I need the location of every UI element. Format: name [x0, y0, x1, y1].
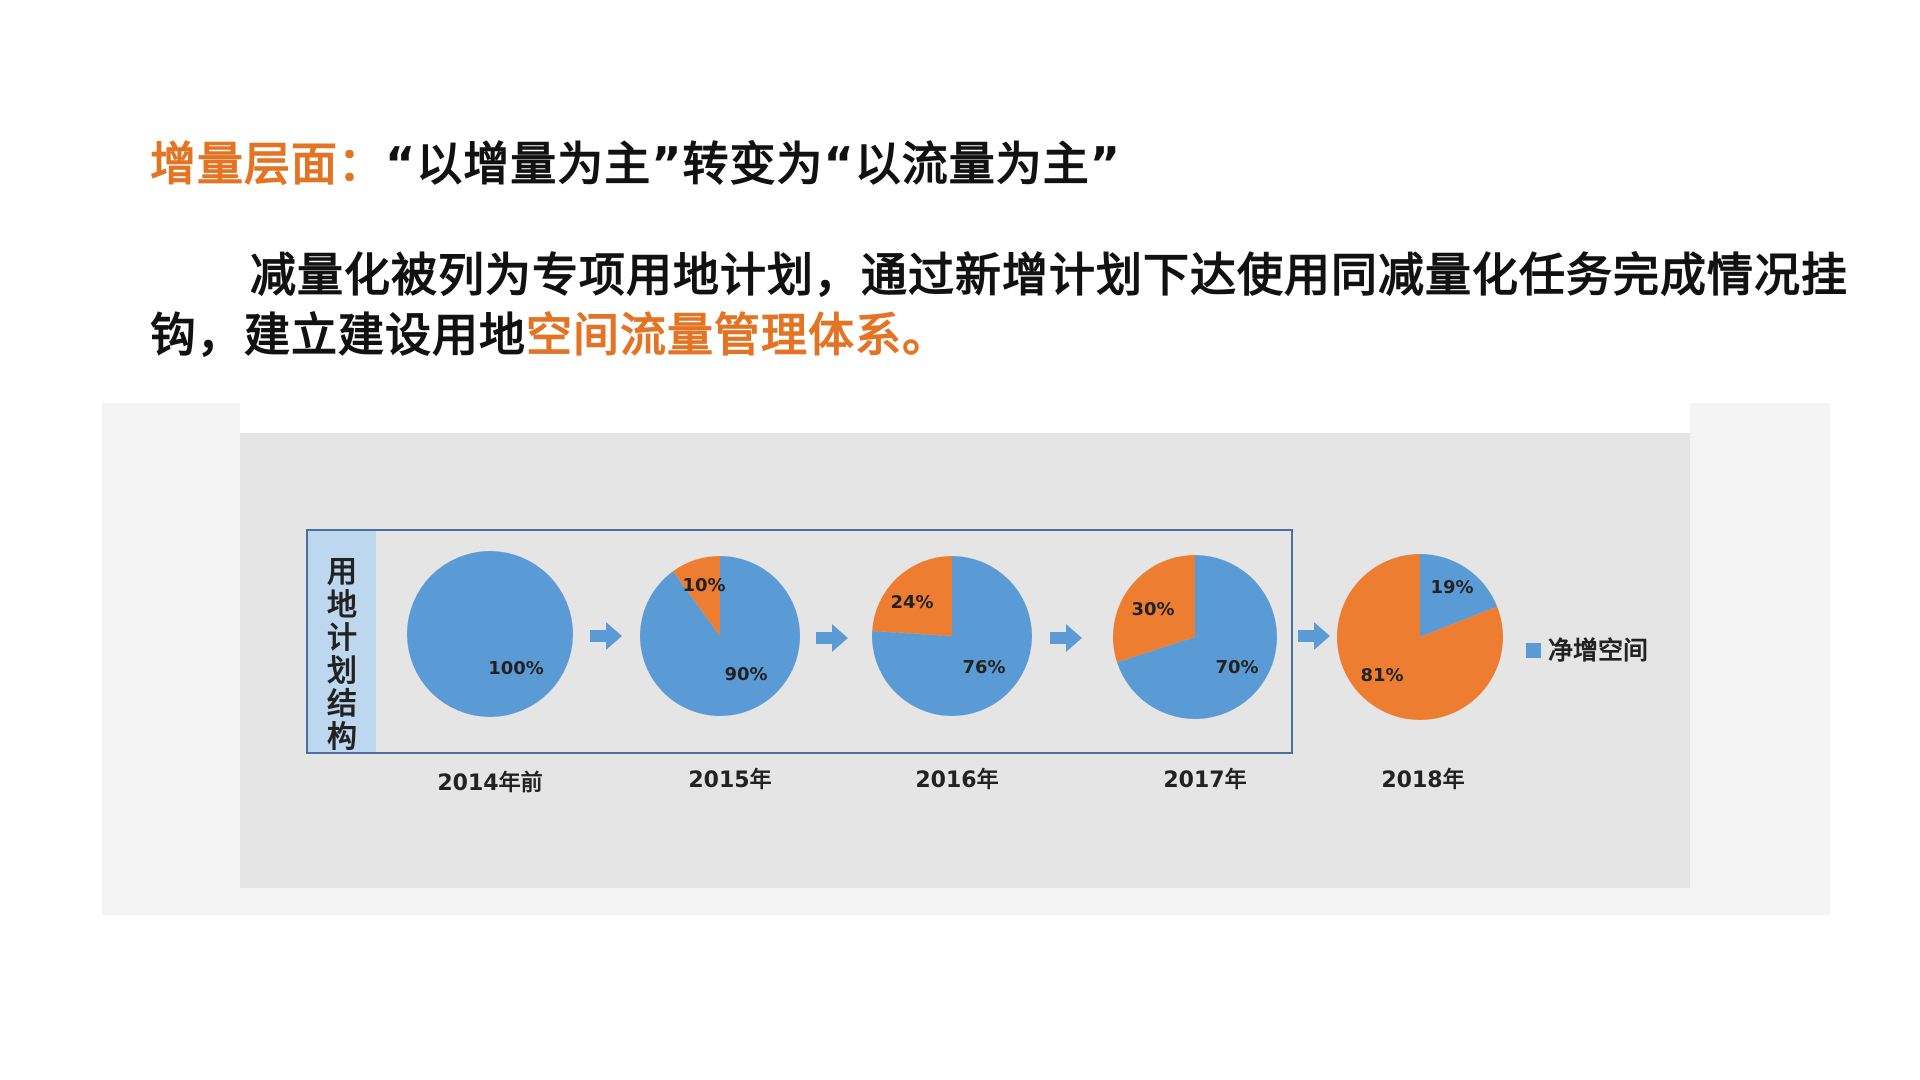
pie-label-blue: 19% — [1430, 577, 1473, 598]
year-label: 2015年 — [688, 767, 771, 793]
legend-swatch — [1526, 643, 1541, 658]
year-label: 2017年 — [1163, 767, 1246, 793]
chart-frame — [306, 529, 1293, 754]
pie-1: 100% — [407, 551, 573, 717]
pie-label-orange: 30% — [1131, 599, 1174, 620]
side-label-char: 划 — [327, 654, 357, 689]
arrow-right-icon — [1298, 622, 1330, 650]
legend-label: 净增空间 — [1548, 636, 1648, 665]
paragraph-highlight: 空间流量管理体系。 — [526, 308, 949, 362]
side-label-char: 地 — [327, 588, 357, 623]
pie-slice — [1337, 554, 1503, 720]
arrow-right-icon — [590, 622, 622, 650]
year-label: 2018年 — [1381, 767, 1464, 793]
headline: 增量层面：“以增量为主”转变为“以流量为主” — [150, 128, 1121, 194]
year-label: 2016年 — [915, 767, 998, 793]
figure-top-strip — [240, 403, 1690, 433]
pie-4: 70% 30% — [1113, 555, 1277, 719]
side-label-char: 构 — [327, 720, 357, 755]
side-label-bar — [308, 531, 376, 752]
pie-slice — [640, 556, 801, 716]
year-label: 2014年前 — [437, 770, 542, 796]
pie-slice — [407, 551, 573, 717]
pie-label-blue: 100% — [488, 658, 544, 679]
paragraph-text: 减量化被列为专项用地计划，通过新增计划下达使用同减量化任务完成情况挂钩，建立建设… — [150, 248, 1848, 362]
pie-label-blue: 76% — [962, 657, 1005, 678]
pie-5: 19% 81% — [1337, 554, 1503, 720]
headline-label: 增量层面： — [150, 137, 385, 191]
arrow-right-icon — [1050, 624, 1082, 652]
pie-slice — [1420, 554, 1498, 637]
pie-label-blue: 90% — [724, 664, 767, 685]
side-label-char: 用 — [327, 555, 357, 590]
pie-2: 90% 10% — [640, 556, 801, 716]
pie-slice — [672, 556, 720, 636]
pie-slice — [1113, 555, 1195, 663]
pie-label-orange: 10% — [682, 575, 725, 596]
pie-slice — [872, 556, 952, 636]
arrow-right-icon — [816, 624, 848, 652]
pie-slice — [1117, 555, 1277, 719]
pie-label-blue: 70% — [1215, 657, 1258, 678]
side-label-char: 结 — [327, 687, 357, 722]
side-label-char: 计 — [327, 621, 357, 656]
pie-label-orange: 24% — [890, 592, 933, 613]
description-paragraph: 减量化被列为专项用地计划，通过新增计划下达使用同减量化任务完成情况挂钩，建立建设… — [150, 245, 1850, 365]
pie-3: 76% 24% — [871, 556, 1032, 717]
headline-text: “以增量为主”转变为“以流量为主” — [385, 137, 1121, 191]
pie-label-orange: 81% — [1360, 665, 1403, 686]
